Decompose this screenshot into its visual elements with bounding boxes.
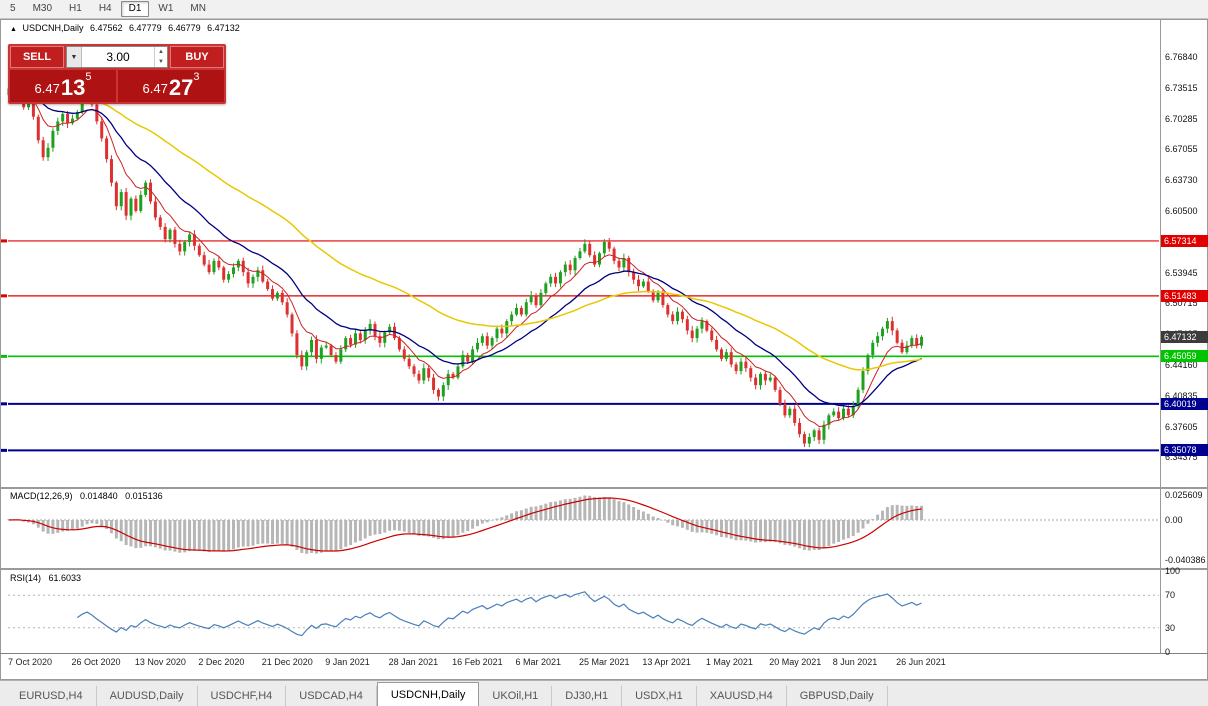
timeframe-button-h1[interactable]: H1 xyxy=(69,3,82,14)
sell-price-pips: 13 xyxy=(60,75,86,100)
volume-field[interactable]: ▼ 3.00 ▲ ▼ xyxy=(66,46,168,68)
spin-up-icon[interactable]: ▲ xyxy=(158,49,164,55)
sell-price-base: 6.47 xyxy=(34,81,60,96)
symbol-tab-usdcnh[interactable]: USDCNH,Daily xyxy=(376,682,480,706)
date-axis-label: 7 Oct 2020 xyxy=(8,657,53,667)
price-axis-label: 6.40835 xyxy=(1165,391,1198,402)
date-axis-label: 9 Jan 2021 xyxy=(325,657,370,667)
date-axis-label: 6 Mar 2021 xyxy=(515,657,562,667)
symbol-tab-usdchf[interactable]: USDCHF,H4 xyxy=(198,686,287,706)
level-price-tag: 6.35078 xyxy=(1161,444,1208,457)
date-axis-label: 16 Feb 2021 xyxy=(452,657,503,667)
rsi-axis-label: 100 xyxy=(1165,566,1181,576)
chart-window xyxy=(0,19,1208,680)
ohlc-open: 6.47562 xyxy=(89,23,123,33)
date-axis-label: 13 Nov 2020 xyxy=(134,657,186,667)
symbol-tab-usdcad[interactable]: USDCAD,H4 xyxy=(286,686,377,706)
date-axis-label: 25 Mar 2021 xyxy=(578,657,630,667)
macd-axis-label: 0.00 xyxy=(1165,515,1183,525)
rsi-title-label: RSI(14) xyxy=(10,573,42,583)
timeframe-toolbar: 5 M30 H1 H4 D1 W1 MN xyxy=(0,0,1208,19)
price-axis-label: 6.50715 xyxy=(1165,298,1198,309)
level-price-tag: 6.45059 xyxy=(1161,350,1208,363)
sell-price-point: 5 xyxy=(85,71,92,83)
date-axis-label: 13 Apr 2021 xyxy=(642,657,691,667)
date-axis-label: 26 Jun 2021 xyxy=(896,657,946,667)
buy-price-display[interactable]: 6.47 27 3 xyxy=(118,70,224,102)
date-axis-label: 20 May 2021 xyxy=(769,657,822,667)
rsi-axis-label: 70 xyxy=(1165,590,1176,601)
symbol-tab-dj30[interactable]: DJ30,H1 xyxy=(552,686,623,706)
date-axis-label: 8 Jun 2021 xyxy=(832,657,878,667)
symbol-tabbar: EURUSD,H4 AUDUSD,Daily USDCHF,H4 USDCAD,H4 U… xyxy=(0,680,1208,706)
ohlc-high: 6.47779 xyxy=(129,23,162,33)
timeframe-button-mn[interactable]: MN xyxy=(190,3,206,14)
current-price-tag: 6.47132 xyxy=(1161,330,1208,343)
macd-axis-label: 0.025609 xyxy=(1165,489,1203,500)
one-click-trading-panel: SELL ▼ 3.00 ▲ ▼ BUY 6.47 13 5 6.47 27 3 xyxy=(8,44,226,104)
timeframe-button-m30[interactable]: M30 xyxy=(32,3,53,14)
symbol-tab-audusd[interactable]: AUDUSD,Daily xyxy=(97,686,198,706)
volume-value[interactable]: 3.00 xyxy=(106,50,130,64)
date-axis-label: 21 Dec 2020 xyxy=(261,657,313,667)
timeframe-button-d1[interactable]: D1 xyxy=(120,1,150,17)
level-price-tag: 6.57314 xyxy=(1161,234,1208,247)
price-axis-label: 6.73515 xyxy=(1165,83,1198,94)
chart-header: ▲ USDCNH,Daily 6.47562 6.47779 6.46779 6… xyxy=(10,23,244,33)
timeframe-button-h4[interactable]: H4 xyxy=(98,3,112,14)
symbol-tab-usdx[interactable]: USDX,H1 xyxy=(622,686,697,706)
date-axis-label: 28 Jan 2021 xyxy=(388,657,439,667)
symbol-tab-gbpusd[interactable]: GBPUSD,Daily xyxy=(787,686,888,706)
price-axis-label: 6.70285 xyxy=(1165,113,1198,124)
rsi-axis-label: 30 xyxy=(1165,622,1176,633)
volume-spinner[interactable]: ▲ ▼ xyxy=(154,47,167,67)
level-price-tag: 6.40019 xyxy=(1161,397,1208,410)
buy-price-point: 3 xyxy=(193,71,200,83)
buy-price-base: 6.47 xyxy=(142,81,168,96)
expand-icon[interactable]: ▲ xyxy=(10,26,17,33)
sell-button[interactable]: SELL xyxy=(10,46,64,68)
price-axis-label: 6.37605 xyxy=(1165,421,1198,432)
price-axis-label: 6.60500 xyxy=(1165,205,1198,216)
rsi-pane-title: RSI(14) 61.6033 xyxy=(10,573,86,583)
sell-price-display[interactable]: 6.47 13 5 xyxy=(10,70,116,102)
rsi-value: 61.6033 xyxy=(48,573,82,583)
symbol-tab-ukoil[interactable]: UKOil,H1 xyxy=(479,686,553,706)
buy-price-pips: 27 xyxy=(168,75,194,100)
macd-main-value: 0.014840 xyxy=(80,491,118,501)
symbol-tab-eurusd[interactable]: EURUSD,H4 xyxy=(6,686,97,706)
price-axis-label: 6.44160 xyxy=(1165,359,1198,370)
timeframe-button-5[interactable]: 5 xyxy=(10,3,16,14)
macd-axis-label: -0.040386 xyxy=(1165,554,1206,565)
macd-pane-title: MACD(12,26,9) 0.014840 0.015136 xyxy=(10,491,168,501)
date-axis-label: 2 Dec 2020 xyxy=(198,657,245,667)
price-axis-label: 6.63730 xyxy=(1165,175,1198,186)
spin-down-icon[interactable]: ▼ xyxy=(158,59,164,65)
chart-symbol-label: USDCNH,Daily xyxy=(22,23,84,33)
timeframe-button-w1[interactable]: W1 xyxy=(158,3,174,14)
symbol-tab-xauusd[interactable]: XAUUSD,H4 xyxy=(697,686,787,706)
ohlc-close: 6.47132 xyxy=(207,23,240,33)
macd-signal-value: 0.015136 xyxy=(125,491,163,501)
price-axis-label: 6.76840 xyxy=(1165,52,1198,62)
rsi-axis-label: 0 xyxy=(1165,647,1171,657)
level-price-tag: 6.51483 xyxy=(1161,289,1208,302)
date-axis-label: 1 May 2021 xyxy=(705,657,753,667)
macd-title-label: MACD(12,26,9) xyxy=(10,491,73,501)
ohlc-low: 6.46779 xyxy=(168,23,201,33)
volume-dropdown-icon[interactable]: ▼ xyxy=(67,47,82,67)
price-axis-label: 6.67055 xyxy=(1165,144,1198,155)
date-axis-label: 26 Oct 2020 xyxy=(71,657,121,667)
price-axis-label: 6.34375 xyxy=(1165,452,1198,462)
buy-button[interactable]: BUY xyxy=(170,46,224,68)
price-axis-label: 6.53945 xyxy=(1165,267,1198,278)
